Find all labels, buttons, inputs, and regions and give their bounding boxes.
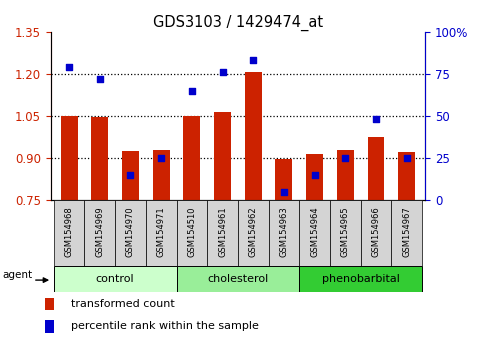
Bar [146,200,176,266]
Title: GDS3103 / 1429474_at: GDS3103 / 1429474_at [153,14,323,30]
Bar [245,73,262,200]
Text: GSM154963: GSM154963 [279,206,288,257]
Point [311,172,318,178]
Text: GSM154970: GSM154970 [126,206,135,257]
Bar [45,320,54,332]
Bar [91,117,108,200]
Text: cholesterol: cholesterol [207,274,269,284]
Bar [61,116,78,200]
Bar [306,154,323,200]
Point [157,155,165,161]
Point [403,155,411,161]
Bar [176,200,207,266]
Bar [207,200,238,266]
Bar [337,150,354,200]
Bar [275,159,292,200]
Bar [122,151,139,200]
Bar [299,266,422,292]
Text: percentile rank within the sample: percentile rank within the sample [71,321,258,331]
Text: GSM154969: GSM154969 [95,206,104,257]
Point [280,189,288,194]
Bar [153,150,170,200]
Point [127,172,134,178]
Text: GSM154964: GSM154964 [310,206,319,257]
Text: control: control [96,274,134,284]
Bar [54,200,85,266]
Point [372,116,380,122]
Text: GSM154510: GSM154510 [187,206,197,257]
Bar [115,200,146,266]
Bar [398,152,415,200]
Text: transformed count: transformed count [71,299,174,309]
Bar [54,266,176,292]
Bar [391,200,422,266]
Bar [214,112,231,200]
Text: GSM154967: GSM154967 [402,206,411,257]
Point [341,155,349,161]
Text: GSM154971: GSM154971 [156,206,166,257]
Point [96,76,104,82]
Bar [361,200,391,266]
Point [65,64,73,70]
Point [188,88,196,93]
Bar [368,137,384,200]
Bar [85,200,115,266]
Bar [176,266,299,292]
Text: GSM154966: GSM154966 [371,206,381,257]
Point [219,69,227,75]
Text: phenobarbital: phenobarbital [322,274,399,284]
Point [249,58,257,63]
Text: GSM154962: GSM154962 [249,206,258,257]
Bar [238,200,269,266]
Text: agent: agent [3,270,33,280]
Bar [269,200,299,266]
Bar [184,116,200,200]
Text: GSM154968: GSM154968 [65,206,73,257]
Text: GSM154965: GSM154965 [341,206,350,257]
Bar [45,298,54,310]
Text: GSM154961: GSM154961 [218,206,227,257]
Bar [299,200,330,266]
Bar [330,200,361,266]
